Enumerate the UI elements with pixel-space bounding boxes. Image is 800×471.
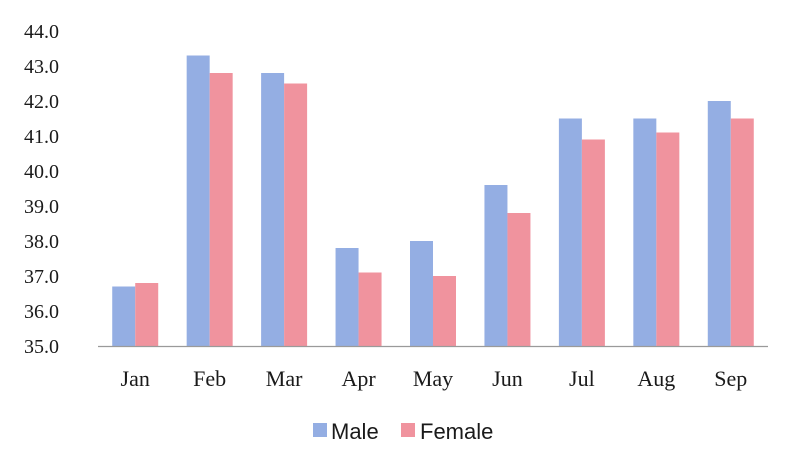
bar-male-sep [707,101,731,346]
bar-male-apr [335,248,359,346]
x-tick-label: Jun [492,366,523,391]
x-tick-label: Apr [341,366,376,391]
x-tick-label: Feb [193,366,226,391]
bar-male-jun [484,185,508,346]
y-tick-label: 44.0 [24,21,59,43]
legend-label-male: Male [331,419,379,444]
y-tick-label: 38.0 [24,231,59,253]
x-tick-label: Sep [714,366,747,391]
y-tick-label: 40.0 [24,161,59,183]
x-tick-label: May [413,366,453,391]
legend: Male Female [313,419,493,444]
x-tick-label: Mar [266,366,303,391]
bar-female-mar [284,83,308,346]
legend-swatch-female [401,423,415,437]
bar-female-jan [135,283,159,346]
bar-female-feb [209,73,233,346]
y-axis: 35.0 36.0 37.0 38.0 39.0 40.0 41.0 42.0 43.0 44.0 [24,21,59,358]
bar-male-jul [558,118,582,346]
y-tick-label: 42.0 [24,91,59,113]
y-tick-label: 36.0 [24,301,59,323]
x-tick-label: Jul [569,366,595,391]
y-tick-label: 39.0 [24,196,59,218]
bar-male-feb [186,55,210,346]
bar-female-jun [507,213,531,346]
y-tick-label: 35.0 [24,336,59,358]
y-tick-label: 41.0 [24,126,59,148]
bar-female-jul [581,139,605,346]
bar-female-aug [656,132,680,346]
bar-male-mar [261,73,285,346]
legend-swatch-male [313,423,327,437]
bar-male-jan [112,286,136,346]
x-tick-label: Jan [121,366,150,391]
x-tick-label: Aug [637,366,675,391]
y-tick-label: 37.0 [24,266,59,288]
bar-female-sep [730,118,754,346]
bar-male-aug [633,118,657,346]
bar-male-may [410,241,433,346]
x-axis: Jan Feb Mar Apr May Jun Jul Aug Sep [98,345,768,391]
bar-female-apr [358,272,382,346]
legend-label-female: Female [420,419,493,444]
bar-female-may [433,276,456,346]
y-tick-label: 43.0 [24,56,59,78]
bars [112,55,754,346]
